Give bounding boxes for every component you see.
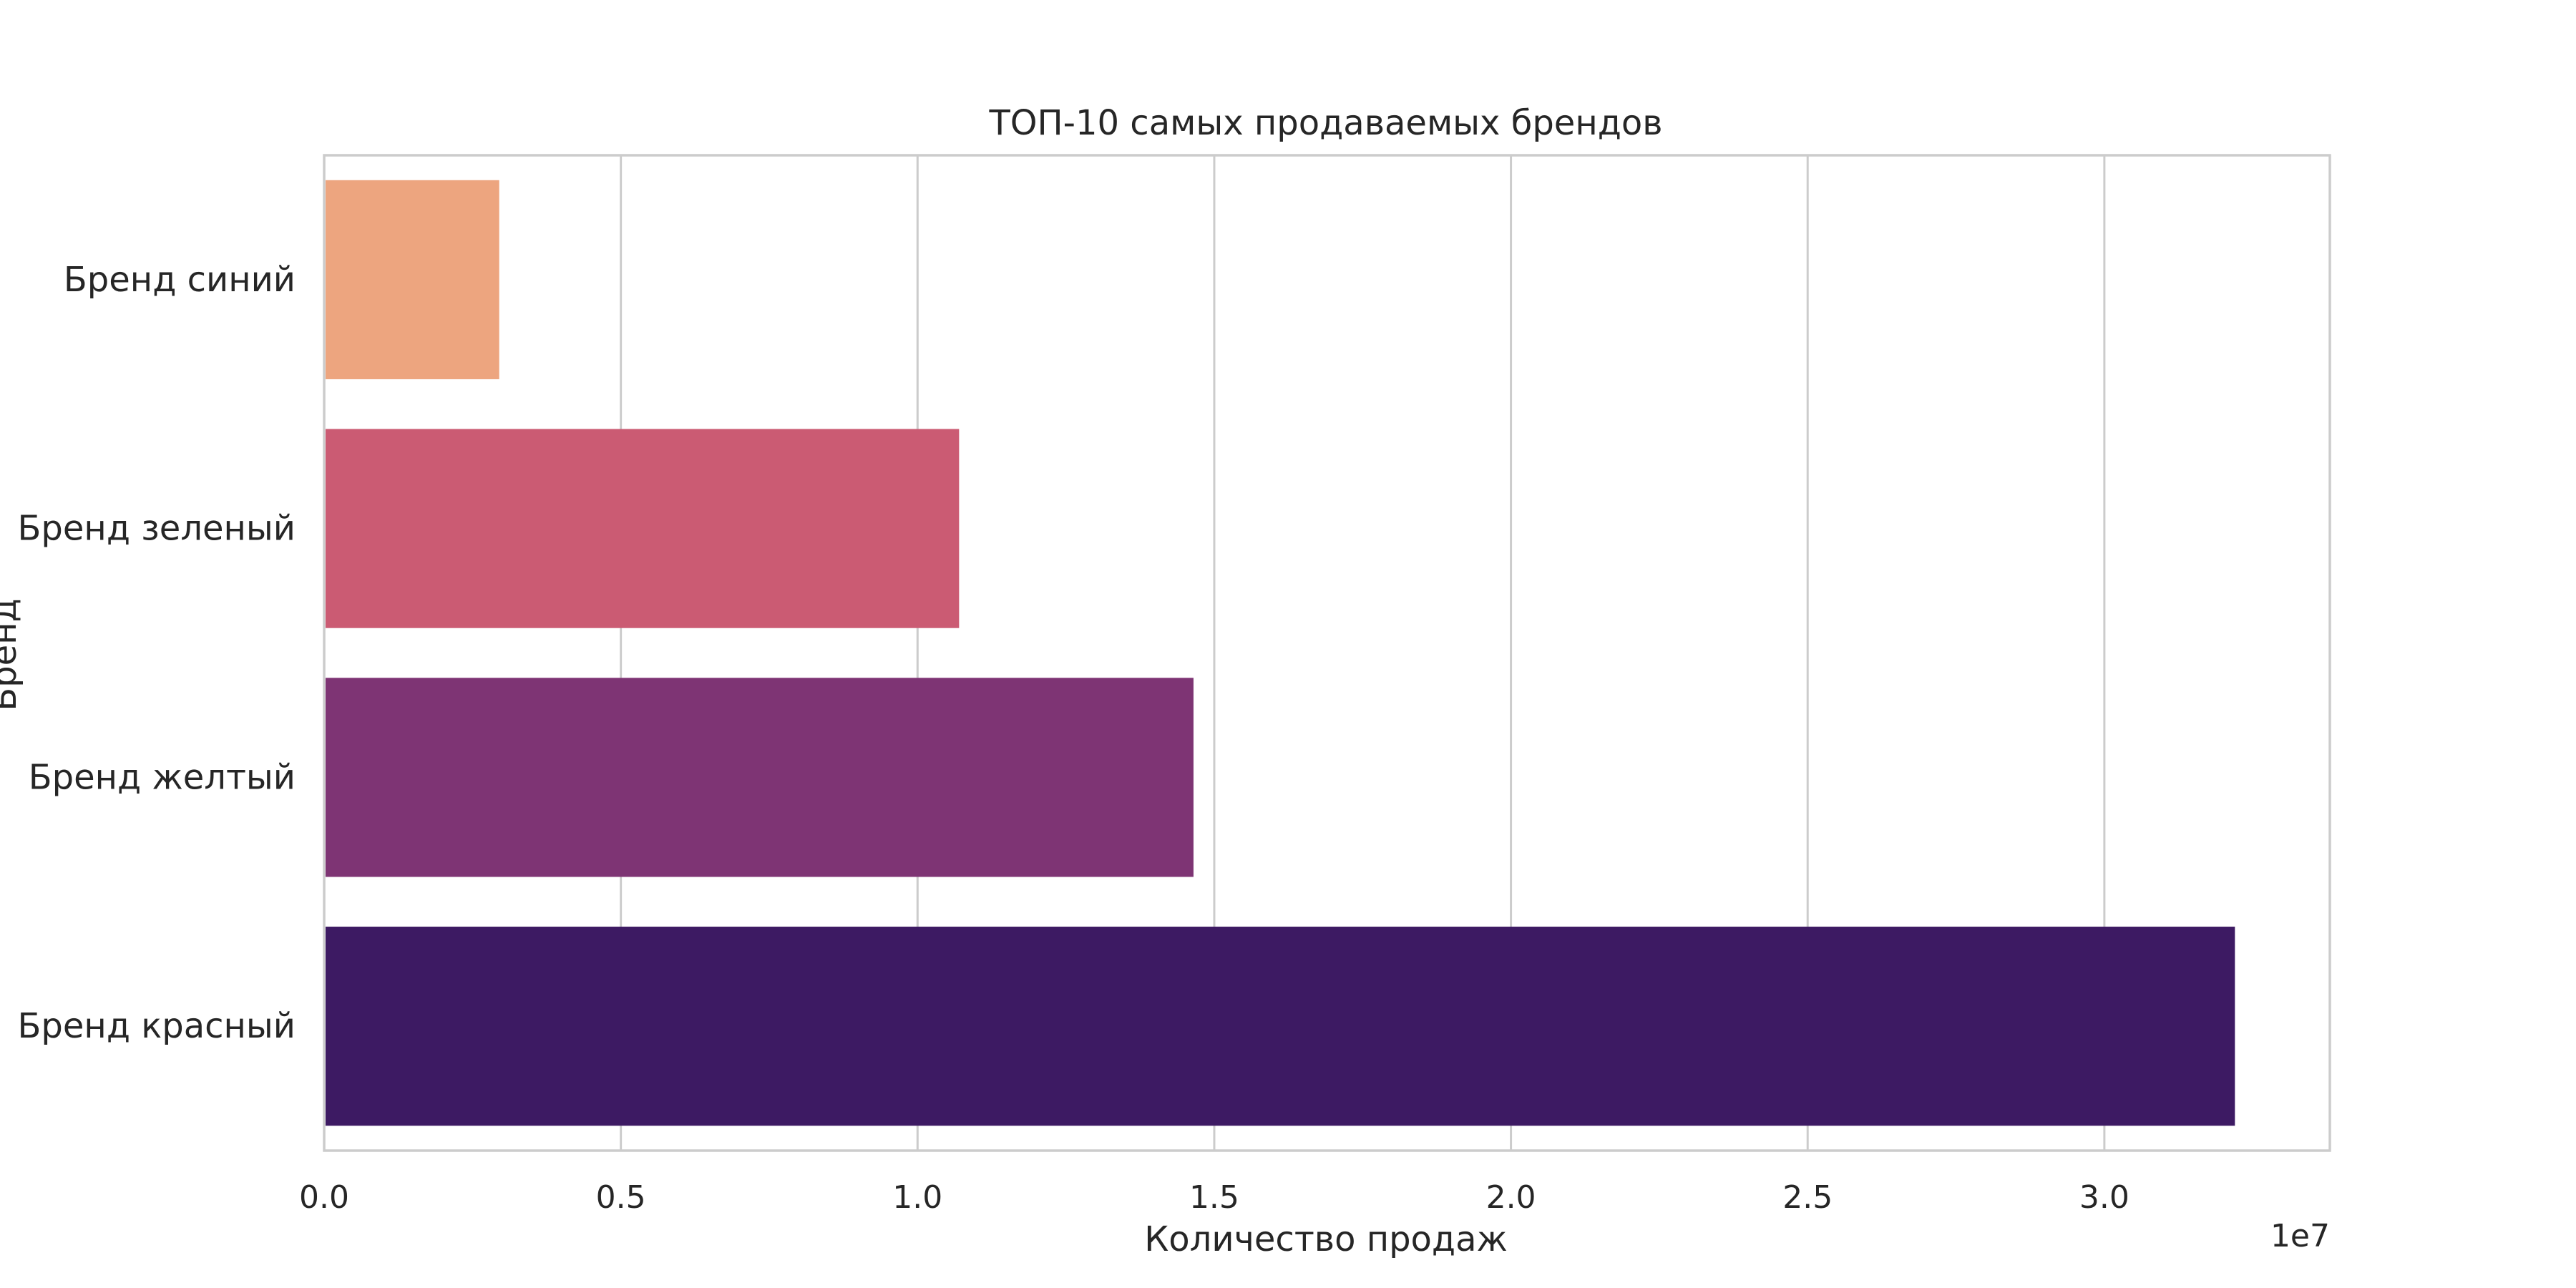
x-tick-label: 2.5: [1782, 1179, 1833, 1216]
y-tick-label: Бренд зеленый: [18, 509, 296, 549]
x-tick-label: 3.0: [2079, 1179, 2129, 1216]
y-tick-labels: Бренд синий Бренд зеленый Бренд желтый Брен…: [18, 260, 296, 1046]
y-axis-label: Бренд: [0, 598, 24, 711]
x-axis-label: Количество продаж: [1144, 1219, 1508, 1259]
x-tick-label: 0.5: [596, 1179, 646, 1216]
x-tick-labels: 0.0 0.5 1.0 1.5 2.0 2.5 3.0: [299, 1179, 2129, 1216]
y-tick-label: Бренд красный: [18, 1006, 296, 1046]
chart-title: ТОП-10 самых продаваемых брендов: [988, 103, 1662, 143]
y-tick-label: Бренд синий: [64, 260, 296, 300]
x-tick-label: 1.5: [1189, 1179, 1239, 1216]
bar: [326, 429, 960, 628]
bars: [326, 180, 2235, 1126]
bar: [326, 180, 499, 379]
y-tick-label: Бренд желтый: [29, 757, 296, 797]
x-tick-label: 0.0: [299, 1179, 349, 1216]
x-tick-label: 1.0: [892, 1179, 942, 1216]
bar: [326, 927, 2235, 1126]
x-tick-label: 2.0: [1486, 1179, 1536, 1216]
x-axis-offset-label: 1e7: [2270, 1218, 2330, 1254]
plot-frame: [323, 154, 2331, 1152]
bar: [326, 678, 1194, 877]
